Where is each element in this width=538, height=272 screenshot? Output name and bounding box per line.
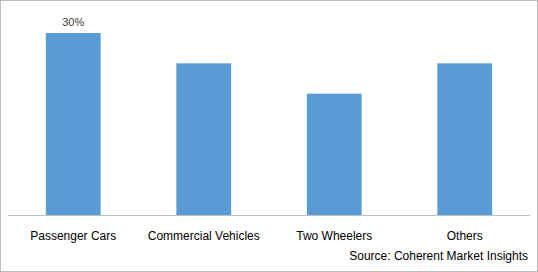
bar	[46, 33, 101, 215]
x-axis	[8, 215, 530, 216]
labels: 30% Passenger Cars Commercial Vehicles Two …	[30, 16, 483, 243]
data-label: 30%	[62, 16, 84, 28]
frame	[1, 1, 538, 272]
bar	[176, 63, 231, 215]
category-label: Commercial Vehicles	[148, 229, 260, 243]
source: Source: Coherent Market Insights	[349, 249, 528, 263]
bars	[46, 33, 492, 215]
bar	[437, 63, 492, 215]
category-label: Passenger Cars	[30, 229, 116, 243]
category-label: Others	[447, 229, 483, 243]
bar	[307, 94, 362, 215]
chart: 30% Passenger Cars Commercial Vehicles Two …	[0, 0, 538, 272]
category-label: Two Wheelers	[296, 229, 372, 243]
